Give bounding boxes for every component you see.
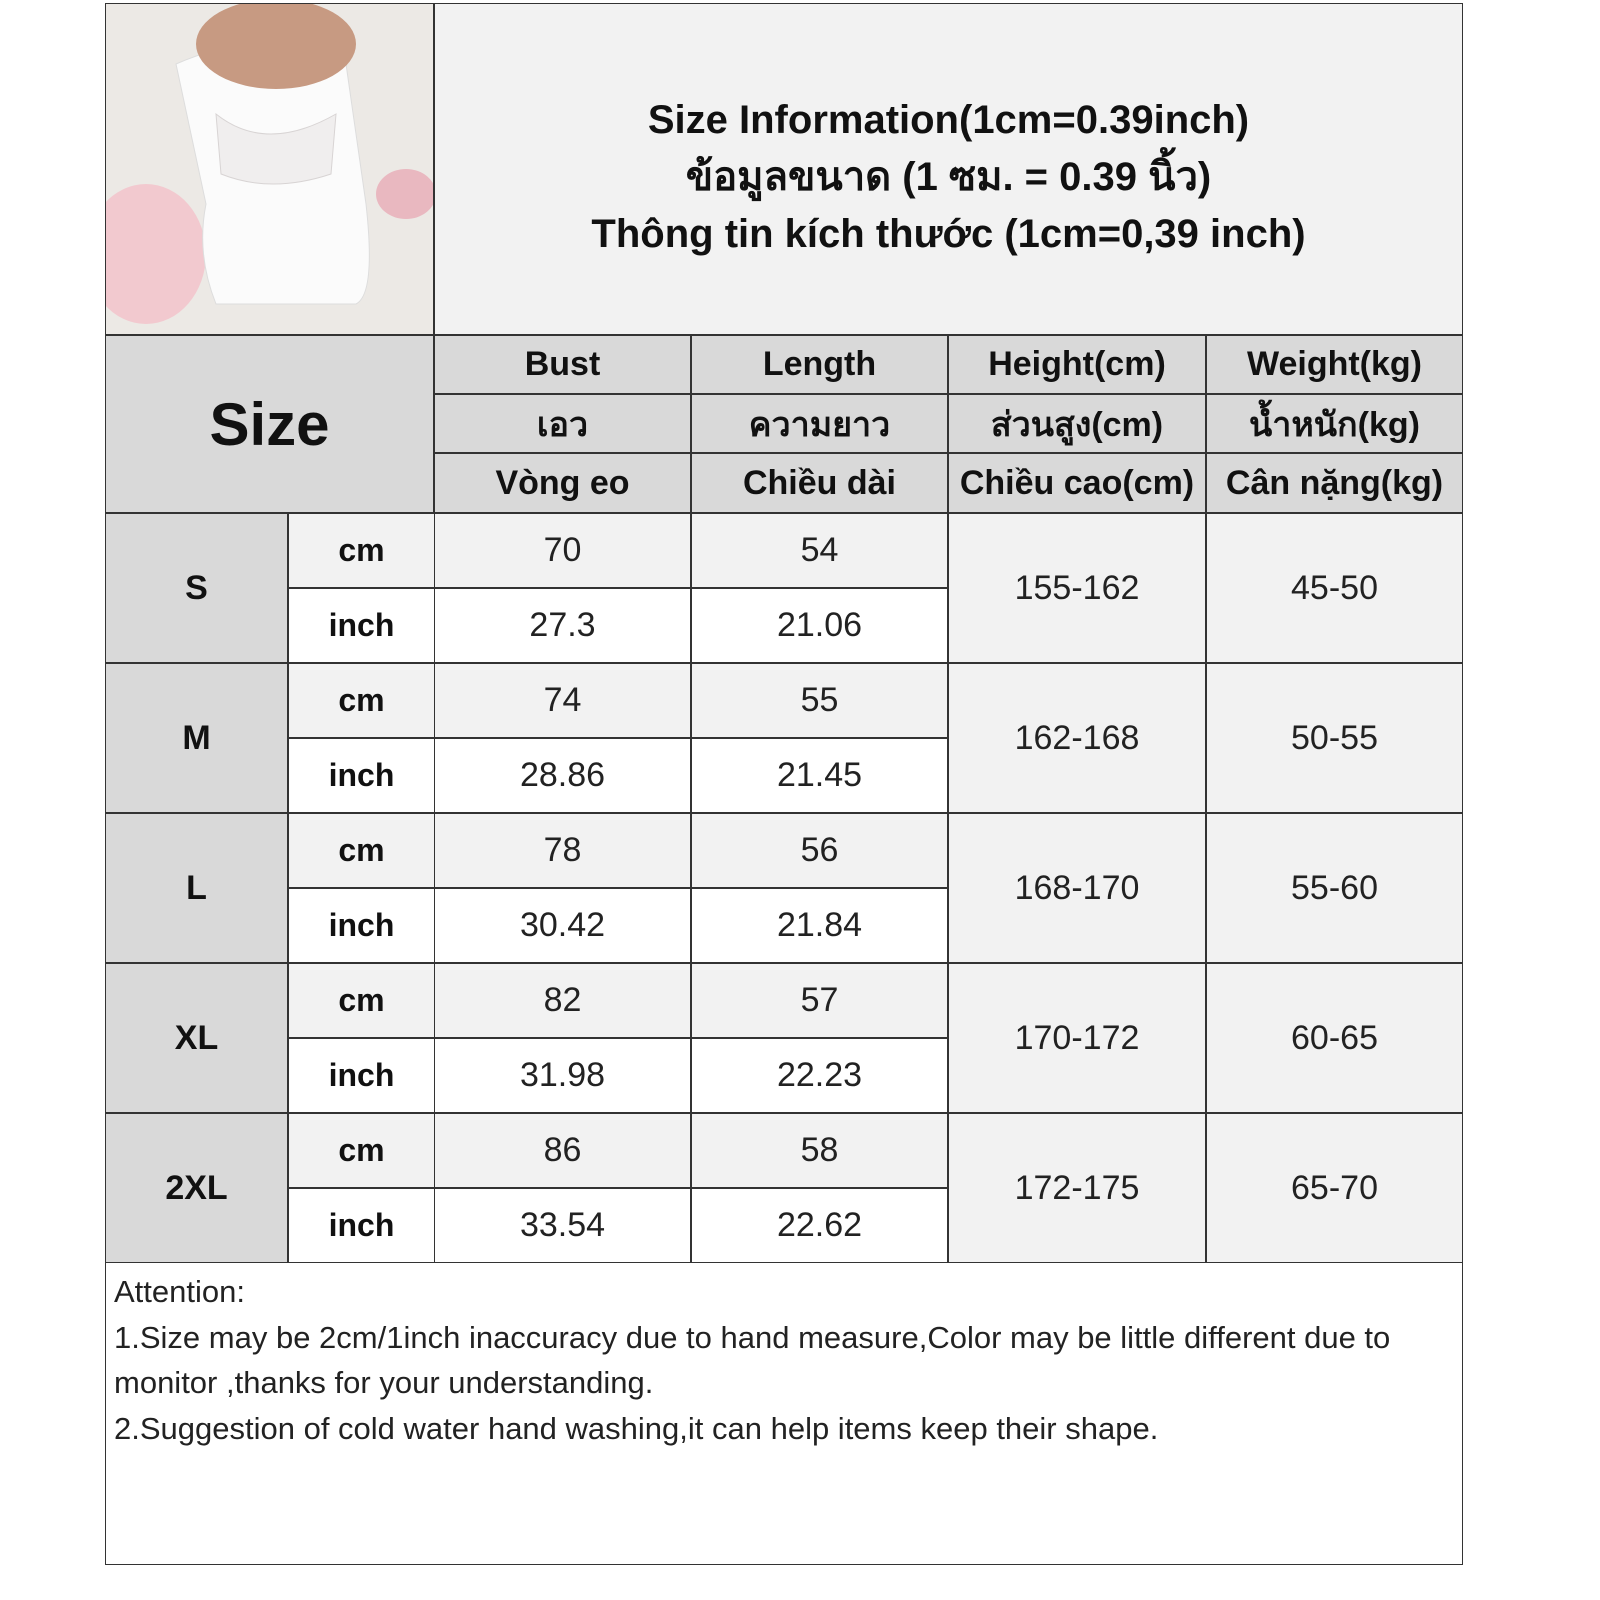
bust-cm: 74 [434, 663, 691, 738]
size-info-title: Size Information(1cm=0.39inch) ข้อมูลขนา… [434, 3, 1463, 335]
height-range: 172-175 [948, 1113, 1206, 1263]
bust-inch: 27.3 [434, 588, 691, 663]
column-header-th: ส่วนสูง(cm) [948, 394, 1206, 453]
size-label: L [105, 813, 288, 963]
unit-cm: cm [288, 1113, 435, 1188]
unit-cm: cm [288, 663, 435, 738]
size-label: S [105, 513, 288, 663]
column-header-vi: Vòng eo [434, 453, 691, 513]
unit-inch: inch [288, 1038, 435, 1113]
length-inch: 22.23 [691, 1038, 948, 1113]
length-cm: 54 [691, 513, 948, 588]
note-1: 1.Size may be 2cm/1inch inaccuracy due t… [114, 1319, 1391, 1401]
attention-notes: Attention: 1.Size may be 2cm/1inch inacc… [105, 1262, 1463, 1565]
bust-cm: 86 [434, 1113, 691, 1188]
unit-cm: cm [288, 813, 435, 888]
length-inch: 21.06 [691, 588, 948, 663]
unit-cm: cm [288, 513, 435, 588]
column-header-th: เอว [434, 394, 691, 453]
weight-range: 50-55 [1206, 663, 1463, 813]
height-range: 168-170 [948, 813, 1206, 963]
column-header-vi: Chiều dài [691, 453, 948, 513]
title-english: Size Information(1cm=0.39inch) [647, 98, 1250, 142]
size-label: XL [105, 963, 288, 1113]
bust-cm: 82 [434, 963, 691, 1038]
column-header-vi: Chiều cao(cm) [948, 453, 1206, 513]
length-cm: 55 [691, 663, 948, 738]
unit-inch: inch [288, 738, 435, 813]
size-label: M [105, 663, 288, 813]
height-range: 170-172 [948, 963, 1206, 1113]
model-in-white-lace-dress-image [106, 4, 433, 334]
column-header-th: ความยาว [691, 394, 948, 453]
weight-range: 45-50 [1206, 513, 1463, 663]
length-cm: 56 [691, 813, 948, 888]
bust-cm: 70 [434, 513, 691, 588]
size-header: Size [105, 335, 434, 513]
unit-inch: inch [288, 888, 435, 963]
length-inch: 21.84 [691, 888, 948, 963]
unit-inch: inch [288, 588, 435, 663]
weight-range: 65-70 [1206, 1113, 1463, 1263]
length-cm: 57 [691, 963, 948, 1038]
bust-inch: 33.54 [434, 1188, 691, 1263]
length-inch: 22.62 [691, 1188, 948, 1263]
unit-cm: cm [288, 963, 435, 1038]
weight-range: 55-60 [1206, 813, 1463, 963]
column-header-th: น้ำหนัก(kg) [1206, 394, 1463, 453]
bust-inch: 30.42 [434, 888, 691, 963]
note-2: 2.Suggestion of cold water hand washing,… [114, 1410, 1159, 1446]
bust-inch: 31.98 [434, 1038, 691, 1113]
unit-inch: inch [288, 1188, 435, 1263]
column-header-vi: Cân nặng(kg) [1206, 453, 1463, 513]
title-vietnamese: Thông tin kích thước (1cm=0,39 inch) [591, 212, 1306, 256]
column-header-en: Bust [434, 335, 691, 394]
bust-inch: 28.86 [434, 738, 691, 813]
column-header-en: Length [691, 335, 948, 394]
size-label: 2XL [105, 1113, 288, 1263]
height-range: 162-168 [948, 663, 1206, 813]
length-cm: 58 [691, 1113, 948, 1188]
bust-cm: 78 [434, 813, 691, 888]
height-range: 155-162 [948, 513, 1206, 663]
weight-range: 60-65 [1206, 963, 1463, 1113]
product-photo [105, 3, 434, 335]
column-header-en: Height(cm) [948, 335, 1206, 394]
length-inch: 21.45 [691, 738, 948, 813]
column-header-en: Weight(kg) [1206, 335, 1463, 394]
title-thai: ข้อมูลขนาด (1 ซม. = 0.39 นิ้ว) [685, 155, 1212, 199]
notes-heading: Attention: [114, 1274, 245, 1309]
